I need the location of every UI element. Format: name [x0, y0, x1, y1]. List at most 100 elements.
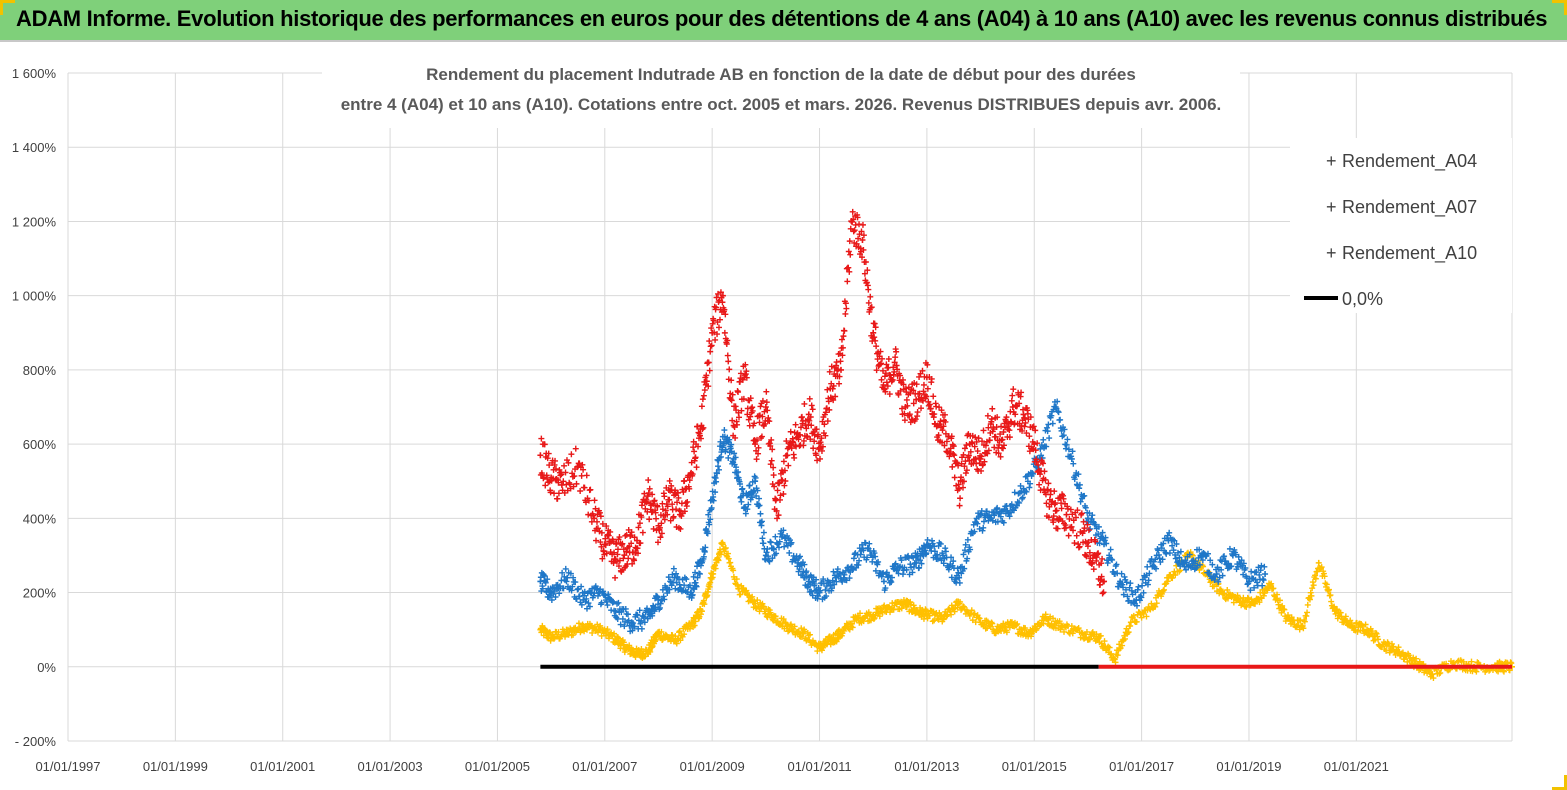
point-Rendement_A10: [627, 532, 634, 539]
point-Rendement_A10: [973, 438, 980, 445]
y-tick-label: 400%: [23, 511, 57, 526]
point-Rendement_A10: [693, 464, 700, 471]
point-Rendement_A07: [986, 511, 993, 518]
point-Rendement_A10: [698, 403, 705, 410]
point-Rendement_A10: [597, 539, 604, 546]
point-Rendement_A10: [718, 294, 725, 301]
point-Rendement_A10: [653, 515, 660, 522]
point-Rendement_A10: [998, 423, 1005, 430]
point-Rendement_A10: [601, 541, 608, 548]
point-Rendement_A10: [1034, 440, 1041, 447]
point-Rendement_A10: [865, 299, 872, 306]
point-Rendement_A10: [1077, 528, 1084, 535]
point-Rendement_A10: [916, 390, 923, 397]
point-Rendement_A07: [849, 566, 856, 573]
point-Rendement_A04: [1468, 658, 1475, 665]
legend-background: [1290, 138, 1512, 313]
point-Rendement_A10: [707, 348, 714, 355]
point-Rendement_A10: [1027, 414, 1034, 421]
point-Rendement_A07: [1019, 495, 1026, 502]
point-Rendement_A04: [1309, 579, 1316, 586]
point-Rendement_A07: [583, 595, 590, 602]
point-Rendement_A10: [651, 497, 658, 504]
banner-title: ADAM Informe. Evolution historique des p…: [16, 6, 1548, 31]
point-Rendement_A10: [689, 471, 696, 478]
point-Rendement_A10: [961, 463, 968, 470]
point-Rendement_A10: [844, 278, 851, 285]
point-Rendement_A04: [1164, 578, 1171, 585]
point-Rendement_A10: [1085, 527, 1092, 534]
point-Rendement_A10: [636, 520, 643, 527]
point-Rendement_A07: [585, 600, 592, 607]
point-Rendement_A07: [689, 591, 696, 598]
point-Rendement_A10: [886, 391, 893, 398]
point-Rendement_A10: [566, 481, 573, 488]
point-Rendement_A10: [826, 406, 833, 413]
point-Rendement_A07: [916, 564, 923, 571]
point-Rendement_A07: [899, 571, 906, 578]
point-Rendement_A04: [1416, 658, 1423, 665]
point-Rendement_A07: [922, 543, 929, 550]
point-Rendement_A10: [544, 455, 551, 462]
point-Rendement_A07: [892, 560, 899, 567]
point-Rendement_A07: [1219, 572, 1226, 579]
point-Rendement_A10: [923, 393, 930, 400]
point-Rendement_A10: [681, 477, 688, 484]
point-Rendement_A07: [702, 544, 709, 551]
point-Rendement_A10: [561, 462, 568, 469]
point-Rendement_A10: [661, 493, 668, 500]
point-Rendement_A10: [598, 543, 605, 550]
point-Rendement_A07: [1258, 562, 1265, 569]
point-Rendement_A04: [954, 604, 961, 611]
y-tick-label: 800%: [23, 363, 57, 378]
point-Rendement_A07: [1006, 513, 1013, 520]
point-Rendement_A07: [1198, 553, 1205, 560]
point-Rendement_A10: [650, 501, 657, 508]
point-Rendement_A10: [612, 574, 619, 581]
point-Rendement_A07: [713, 478, 720, 485]
point-Rendement_A07: [765, 553, 772, 560]
point-Rendement_A07: [600, 588, 607, 595]
point-Rendement_A07: [1102, 534, 1109, 541]
point-Rendement_A04: [1119, 642, 1126, 649]
point-Rendement_A10: [880, 381, 887, 388]
point-Rendement_A10: [924, 361, 931, 368]
point-Rendement_A04: [1160, 587, 1167, 594]
point-Rendement_A07: [708, 504, 715, 511]
point-Rendement_A10: [919, 397, 926, 404]
point-Rendement_A07: [1247, 587, 1254, 594]
point-Rendement_A10: [872, 324, 879, 331]
point-Rendement_A10: [554, 495, 561, 502]
point-Rendement_A07: [801, 561, 808, 568]
point-Rendement_A04: [1369, 628, 1376, 635]
point-Rendement_A07: [918, 560, 925, 567]
point-Rendement_A07: [837, 570, 844, 577]
point-Rendement_A10: [849, 208, 856, 215]
point-Rendement_A07: [1096, 540, 1103, 547]
point-Rendement_A04: [1342, 613, 1349, 620]
legend-label-a10: Rendement_A10: [1342, 243, 1477, 264]
point-Rendement_A07: [1159, 556, 1166, 563]
point-Rendement_A07: [1221, 553, 1228, 560]
point-Rendement_A07: [939, 550, 946, 557]
point-Rendement_A10: [1078, 510, 1085, 517]
point-Rendement_A07: [660, 593, 667, 600]
point-Rendement_A10: [859, 221, 866, 228]
point-Rendement_A10: [950, 451, 957, 458]
data-points: [537, 208, 1515, 682]
point-Rendement_A10: [938, 407, 945, 414]
point-Rendement_A10: [948, 433, 955, 440]
point-Rendement_A07: [769, 555, 776, 562]
point-Rendement_A10: [588, 518, 595, 525]
point-Rendement_A07: [1054, 408, 1061, 415]
x-tick-label: 01/01/1997: [35, 759, 100, 774]
point-Rendement_A07: [582, 598, 589, 605]
point-Rendement_A10: [791, 454, 798, 461]
point-Rendement_A10: [860, 232, 867, 239]
point-Rendement_A07: [960, 551, 967, 558]
point-Rendement_A10: [1037, 471, 1044, 478]
point-Rendement_A10: [645, 477, 652, 484]
point-Rendement_A10: [843, 305, 850, 312]
point-Rendement_A10: [700, 424, 707, 431]
point-Rendement_A10: [1100, 589, 1107, 596]
